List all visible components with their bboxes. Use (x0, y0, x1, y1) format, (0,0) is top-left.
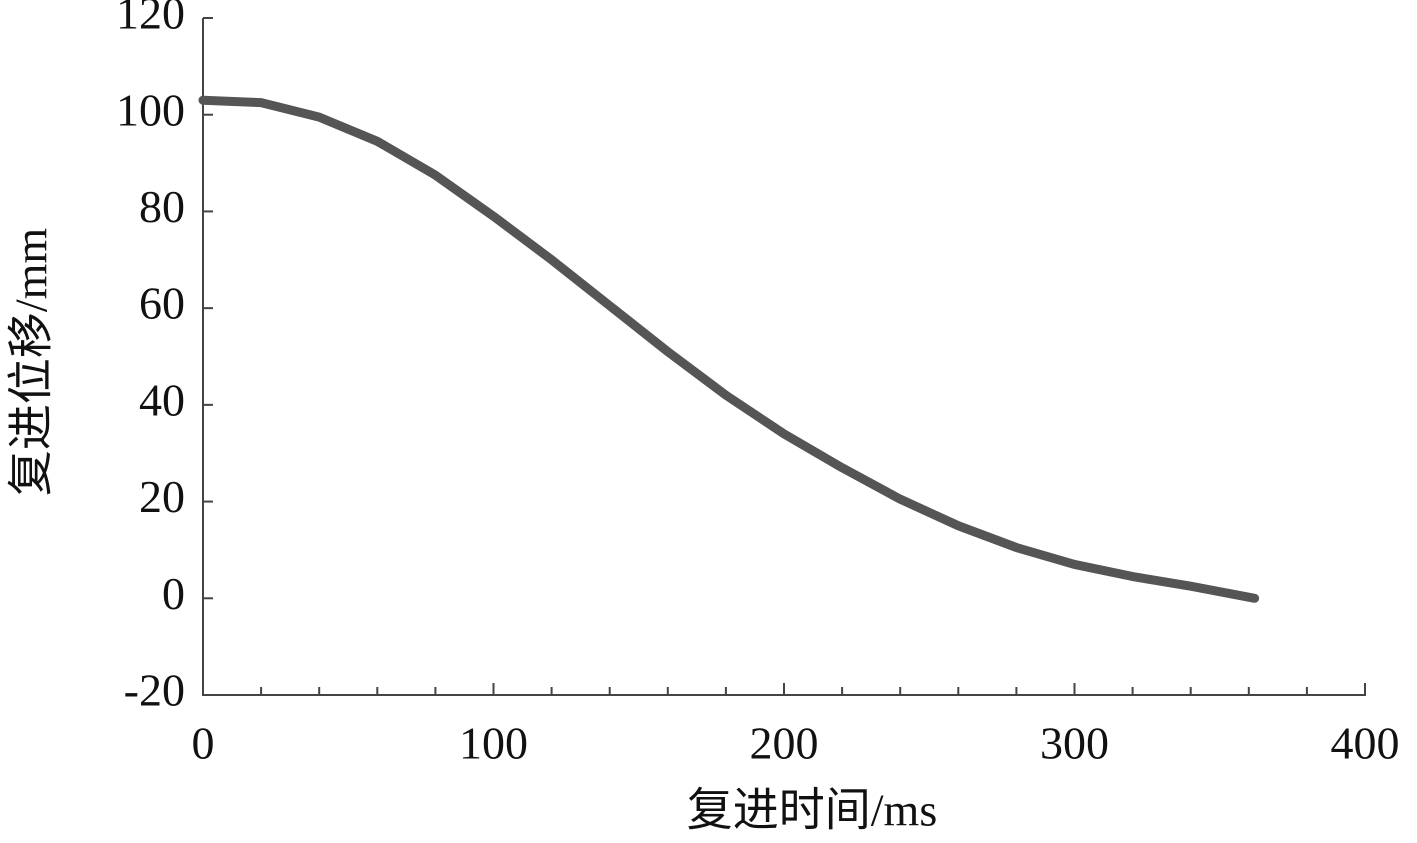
y-tick-label: 80 (139, 181, 185, 232)
y-tick-label: 120 (116, 0, 185, 39)
x-tick-label: 300 (1040, 718, 1109, 769)
y-tick-label: 100 (116, 84, 185, 135)
data-line (198, 95, 1260, 603)
x-tick-label: 0 (192, 718, 215, 769)
x-tick-label: 200 (750, 718, 819, 769)
y-tick-label: 0 (162, 568, 185, 619)
x-tick-label: 400 (1331, 718, 1400, 769)
y-tick-label: 20 (139, 471, 185, 522)
x-axis-title: 复进时间/ms (687, 785, 937, 836)
y-axis-title: 复进位移/mm (6, 228, 57, 497)
y-tick-label: 60 (139, 278, 185, 329)
y-tick-label: -20 (124, 665, 185, 716)
y-tick-label: 40 (139, 374, 185, 425)
x-tick-label: 100 (459, 718, 528, 769)
